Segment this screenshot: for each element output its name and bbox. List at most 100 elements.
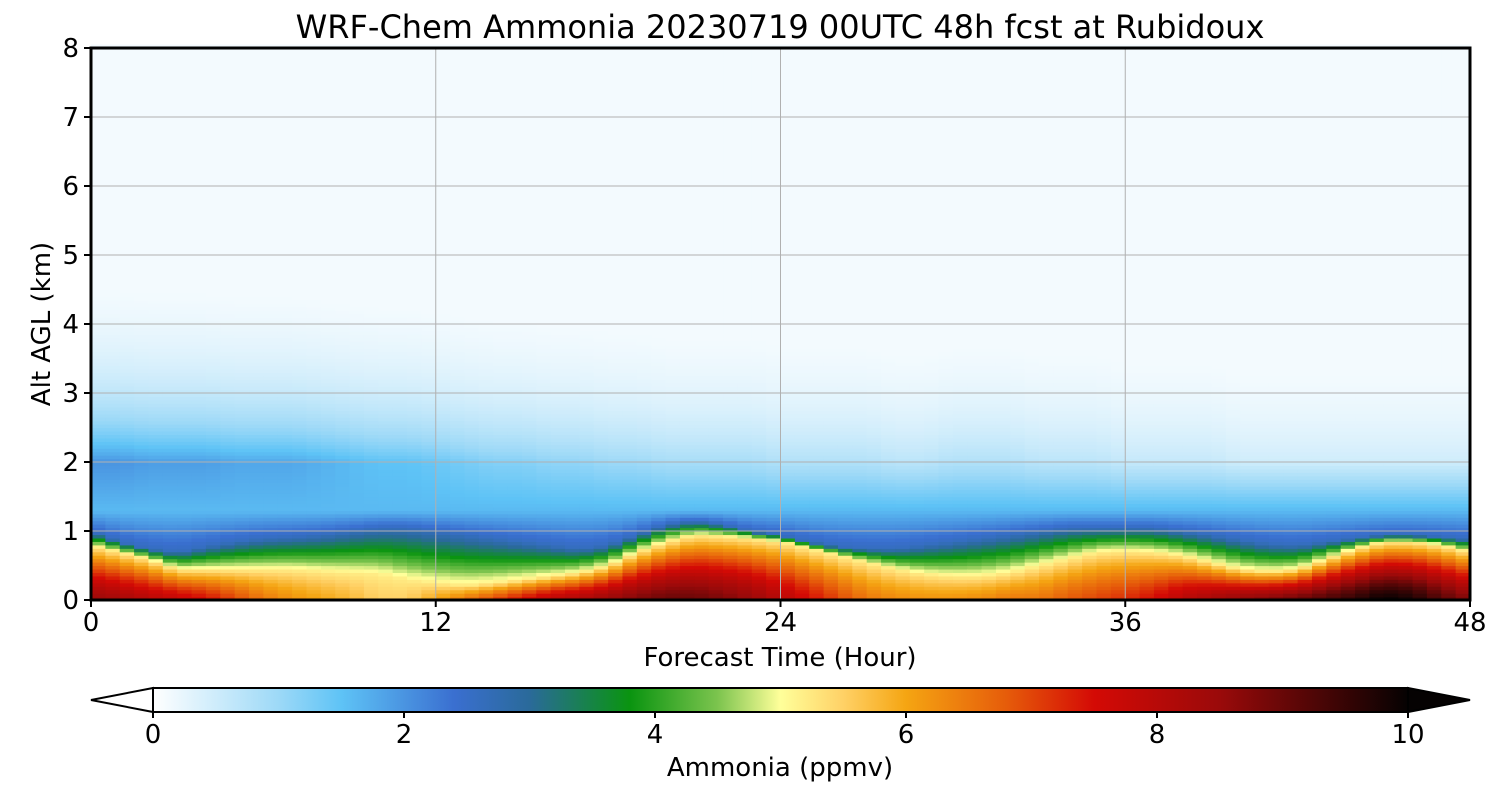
field-cell bbox=[507, 72, 523, 77]
field-cell bbox=[363, 172, 379, 177]
field-cell bbox=[119, 368, 135, 373]
field-cell bbox=[220, 499, 236, 504]
field-cell bbox=[234, 468, 250, 473]
field-cell bbox=[392, 537, 408, 542]
field-cell bbox=[91, 310, 106, 315]
field-cell bbox=[119, 582, 135, 587]
field-cell bbox=[435, 251, 451, 256]
field-cell bbox=[464, 117, 480, 122]
field-cell bbox=[521, 520, 537, 525]
field-cell bbox=[234, 251, 250, 256]
field-cell bbox=[177, 154, 193, 159]
field-cell bbox=[263, 179, 279, 184]
field-cell bbox=[464, 479, 480, 484]
field-cell bbox=[277, 106, 293, 111]
field-cell bbox=[407, 403, 422, 408]
field-cell bbox=[478, 85, 494, 90]
field-cell bbox=[335, 437, 351, 442]
field-cell bbox=[349, 548, 365, 553]
field-cell bbox=[478, 451, 494, 456]
field-cell bbox=[306, 444, 322, 449]
field-cell bbox=[378, 358, 394, 363]
field-cell bbox=[177, 258, 193, 263]
field-cell bbox=[292, 213, 308, 218]
field-cell bbox=[464, 396, 480, 401]
field-cell bbox=[234, 496, 250, 501]
field-cell bbox=[349, 158, 365, 163]
field-cell bbox=[119, 203, 135, 208]
field-cell bbox=[205, 486, 221, 491]
field-cell bbox=[162, 251, 178, 256]
field-cell bbox=[162, 189, 178, 194]
field-cell bbox=[148, 313, 164, 318]
field-cell bbox=[450, 448, 466, 453]
field-cell bbox=[134, 417, 150, 422]
field-cell bbox=[378, 389, 394, 394]
field-cell bbox=[478, 210, 494, 215]
field-cell bbox=[263, 151, 279, 156]
field-cell bbox=[119, 375, 135, 380]
field-cell bbox=[435, 196, 451, 201]
field-cell bbox=[349, 99, 365, 104]
field-cell bbox=[177, 292, 193, 297]
field-cell bbox=[435, 420, 451, 425]
field-cell bbox=[335, 496, 351, 501]
field-cell bbox=[277, 192, 293, 197]
field-cell bbox=[392, 317, 408, 322]
field-cell bbox=[177, 327, 193, 332]
field-cell bbox=[263, 313, 279, 318]
field-cell bbox=[277, 465, 293, 470]
field-cell bbox=[306, 317, 322, 322]
field-cell bbox=[335, 110, 351, 115]
field-cell bbox=[407, 537, 422, 542]
field-cell bbox=[407, 579, 422, 584]
field-cell bbox=[378, 503, 394, 508]
field-cell bbox=[378, 458, 394, 463]
field-cell bbox=[435, 344, 451, 349]
field-cell bbox=[378, 217, 394, 222]
field-cell bbox=[119, 548, 135, 553]
field-cell bbox=[191, 365, 207, 370]
field-cell bbox=[249, 92, 264, 97]
field-cell bbox=[191, 393, 207, 398]
field-cell bbox=[277, 575, 293, 580]
field-cell bbox=[464, 499, 480, 504]
field-cell bbox=[464, 531, 480, 536]
field-cell bbox=[234, 503, 250, 508]
field-cell bbox=[349, 154, 365, 159]
field-cell bbox=[421, 451, 437, 456]
field-cell bbox=[435, 130, 451, 135]
field-cell bbox=[392, 123, 408, 128]
field-cell bbox=[263, 434, 279, 439]
field-cell bbox=[464, 379, 480, 384]
field-cell bbox=[349, 544, 365, 549]
field-cell bbox=[493, 61, 509, 66]
field-cell bbox=[162, 531, 178, 536]
field-cell bbox=[148, 517, 164, 522]
field-cell bbox=[349, 403, 365, 408]
field-cell bbox=[263, 227, 279, 232]
field-cell bbox=[320, 341, 336, 346]
field-cell bbox=[277, 351, 293, 356]
field-cell bbox=[421, 582, 437, 587]
field-cell bbox=[119, 513, 135, 518]
field-cell bbox=[205, 568, 221, 573]
field-cell bbox=[277, 289, 293, 294]
field-cell bbox=[234, 517, 250, 522]
field-cell bbox=[392, 179, 408, 184]
field-cell bbox=[363, 537, 379, 542]
field-cell bbox=[119, 327, 135, 332]
field-cell bbox=[464, 248, 480, 253]
field-cell bbox=[234, 272, 250, 277]
field-cell bbox=[91, 403, 106, 408]
field-cell bbox=[249, 510, 264, 515]
field-cell bbox=[507, 568, 523, 573]
field-cell bbox=[507, 268, 523, 273]
field-cell bbox=[91, 148, 106, 153]
field-cell bbox=[392, 506, 408, 511]
field-cell bbox=[234, 358, 250, 363]
field-cell bbox=[392, 89, 408, 94]
field-cell bbox=[263, 496, 279, 501]
field-cell bbox=[134, 96, 150, 101]
field-cell bbox=[435, 524, 451, 529]
